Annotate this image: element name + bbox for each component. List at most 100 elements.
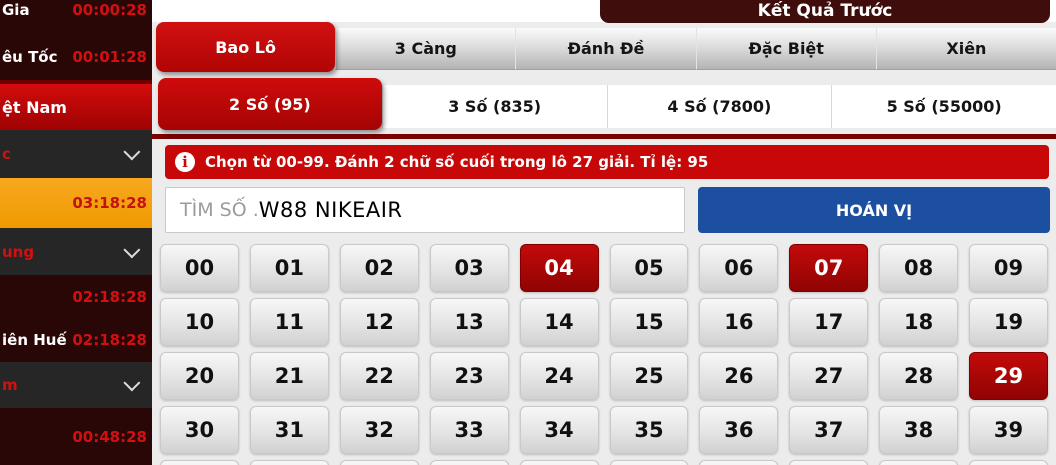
search-value: W88 NIKEAIR [258,198,403,222]
main-panel: Kết Quả Trước Bao Lô 3 Càng Đánh Đề Đặc Biệ… [152,0,1056,465]
number-cell-05[interactable]: 05 [609,244,689,292]
sidebar-group-row[interactable]: m [0,362,152,408]
number-cell-41[interactable]: 41 [249,460,329,465]
top-band: Kết Quả Trước [152,0,1056,23]
chevron-down-icon [123,374,141,392]
sidebar-lottery-item[interactable]: iên Huế 02:18:28 [0,318,152,362]
sidebar-lottery-item[interactable]: êu Tốc 00:01:28 [0,33,152,80]
number-cell-16[interactable]: 16 [699,298,779,346]
countdown-timer: 00:00:28 [72,1,147,19]
number-cell-07[interactable]: 07 [789,244,869,292]
number-cell-24[interactable]: 24 [519,352,599,400]
subtab-4-so[interactable]: 4 Số (7800) [606,85,832,128]
number-cell-13[interactable]: 13 [429,298,509,346]
number-cell-34[interactable]: 34 [519,406,599,454]
countdown-timer: 00:01:28 [72,47,147,66]
number-cell-10[interactable]: 10 [160,298,239,346]
sidebar-group-row[interactable]: ung [0,228,152,275]
number-cell-46[interactable]: 46 [699,460,779,465]
number-cell-19[interactable]: 19 [969,298,1048,346]
subtab-2-so[interactable]: 2 Số (95) [158,78,382,130]
lottery-name: Gia [2,1,30,19]
group-label: m [2,376,18,394]
number-cell-33[interactable]: 33 [429,406,509,454]
number-cell-02[interactable]: 02 [339,244,419,292]
number-cell-47[interactable]: 47 [789,460,869,465]
number-cell-37[interactable]: 37 [789,406,869,454]
chevron-down-icon [123,240,141,258]
number-cell-22[interactable]: 22 [339,352,419,400]
number-cell-45[interactable]: 45 [609,460,689,465]
number-cell-29[interactable]: 29 [969,352,1048,400]
sidebar-lottery-item[interactable]: 03:18:28 [0,178,152,228]
number-cell-17[interactable]: 17 [789,298,869,346]
number-cell-43[interactable]: 43 [429,460,509,465]
number-cell-36[interactable]: 36 [699,406,779,454]
number-cell-18[interactable]: 18 [879,298,959,346]
lottery-name: êu Tốc [2,47,58,66]
number-cell-30[interactable]: 30 [160,406,239,454]
number-cell-08[interactable]: 08 [879,244,959,292]
number-cell-09[interactable]: 09 [969,244,1048,292]
previous-results-button[interactable]: Kết Quả Trước [600,0,1050,23]
number-cell-25[interactable]: 25 [609,352,689,400]
subtab-label: 5 Số (55000) [886,97,1002,116]
tab-label: Xiên [946,39,987,58]
number-cell-15[interactable]: 15 [609,298,689,346]
tab-3-cang[interactable]: 3 Càng [335,28,516,70]
number-cell-27[interactable]: 27 [789,352,869,400]
number-cell-23[interactable]: 23 [429,352,509,400]
tab-bao-lo[interactable]: Bao Lô [156,22,336,72]
number-cell-06[interactable]: 06 [699,244,779,292]
sidebar-lottery-item[interactable]: Gia 00:00:28 [0,0,152,33]
number-cell-32[interactable]: 32 [339,406,419,454]
number-cell-21[interactable]: 21 [249,352,329,400]
number-cell-03[interactable]: 03 [429,244,509,292]
number-cell-39[interactable]: 39 [969,406,1048,454]
info-text: Chọn từ 00-99. Đánh 2 chữ số cuối trong … [205,153,709,171]
sidebar-group-row[interactable]: c [0,130,152,178]
tab-label: Đặc Biệt [748,39,824,58]
chevron-down-icon [123,143,141,161]
subtab-5-so[interactable]: 5 Số (55000) [831,85,1056,128]
number-cell-11[interactable]: 11 [249,298,329,346]
number-cell-42[interactable]: 42 [339,460,419,465]
number-cell-20[interactable]: 20 [160,352,239,400]
tab-dac-biet[interactable]: Đặc Biệt [695,28,876,70]
search-placeholder: TÌM SỐ . [180,199,259,221]
number-cell-44[interactable]: 44 [519,460,599,465]
digit-count-tabs: 2 Số (95) 3 Số (835) 4 Số (7800) 5 Số (5500… [158,78,1056,130]
lottery-sidebar: Gia 00:00:28 êu Tốc 00:01:28 ệt Nam c 03:18:28… [0,0,152,465]
search-number-input[interactable]: TÌM SỐ . W88 NIKEAIR [165,187,685,233]
sidebar-lottery-item[interactable]: 00:48:28 [0,408,152,465]
number-cell-04[interactable]: 04 [519,244,599,292]
countdown-timer: 03:18:28 [72,194,147,212]
number-cell-28[interactable]: 28 [879,352,959,400]
number-cell-14[interactable]: 14 [519,298,599,346]
group-label: ung [2,242,35,261]
number-cell-35[interactable]: 35 [609,406,689,454]
tab-label: 3 Càng [394,39,457,58]
number-cell-00[interactable]: 00 [160,244,239,292]
tab-danh-de[interactable]: Đánh Đề [515,28,696,70]
number-cell-26[interactable]: 26 [699,352,779,400]
sidebar-region-header[interactable]: ệt Nam [0,80,152,130]
number-cell-49[interactable]: 49 [969,460,1048,465]
tab-xien[interactable]: Xiên [875,28,1056,70]
bet-type-tabs: Bao Lô 3 Càng Đánh Đề Đặc Biệt Xiên [156,22,1056,72]
subtab-3-so[interactable]: 3 Số (835) [381,85,607,128]
number-cell-01[interactable]: 01 [249,244,329,292]
group-label: c [2,145,11,163]
number-cell-40[interactable]: 40 [160,460,239,465]
number-cell-48[interactable]: 48 [879,460,959,465]
subtab-label: 3 Số (835) [448,97,542,116]
number-cell-38[interactable]: 38 [879,406,959,454]
permute-button[interactable]: HOÁN VỊ [698,187,1050,233]
sidebar-lottery-item[interactable]: 02:18:28 [0,275,152,318]
number-cell-31[interactable]: 31 [249,406,329,454]
countdown-timer: 02:18:28 [72,287,147,306]
countdown-timer: 00:48:28 [72,427,147,446]
number-cell-12[interactable]: 12 [339,298,419,346]
info-icon: i [175,152,195,172]
